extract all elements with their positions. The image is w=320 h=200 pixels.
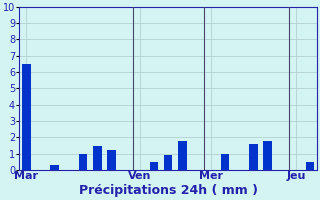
Bar [164,155,172,170]
Bar [249,144,258,170]
Bar [150,162,158,170]
Bar [51,165,59,170]
Bar [79,154,87,170]
Bar [221,154,229,170]
Bar [93,146,101,170]
Bar [178,141,187,170]
Bar [22,64,30,170]
Bar [107,150,116,170]
Bar [263,141,272,170]
X-axis label: Précipitations 24h ( mm ): Précipitations 24h ( mm ) [79,184,258,197]
Bar [306,162,314,170]
